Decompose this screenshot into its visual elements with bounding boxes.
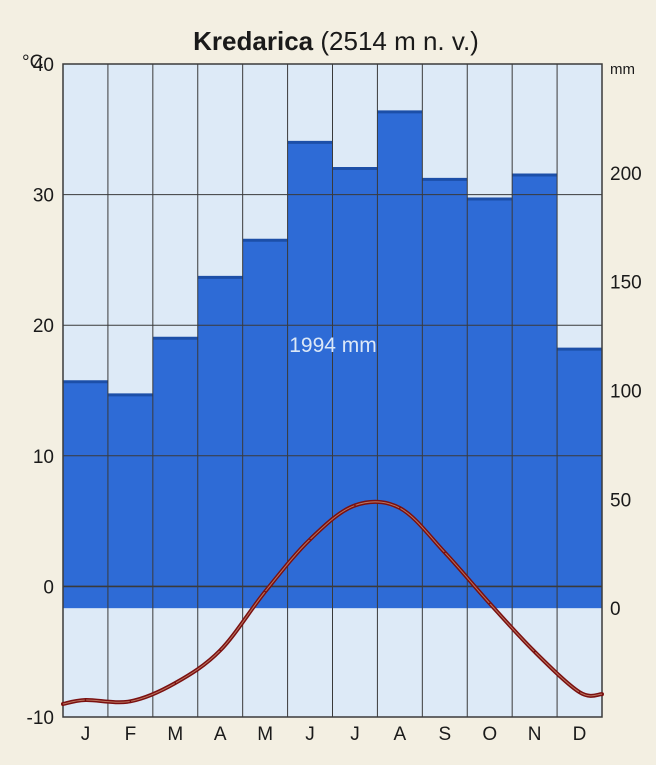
precip-bar-3	[152, 338, 198, 609]
left-axis-ticks: -10 0 10 20 30 40	[27, 55, 54, 729]
precip-bar-12	[557, 349, 602, 609]
month-label-6: J	[305, 724, 315, 745]
temperature-line-group	[61, 499, 604, 707]
right-tick-label: 100	[610, 382, 642, 403]
right-axis-ticks: 0 50 100 150 200	[610, 164, 642, 620]
right-tick-label: 50	[610, 490, 631, 511]
chart-title-rest	[313, 26, 320, 56]
temperature-point-11	[533, 650, 536, 653]
left-tick-label: 0	[43, 577, 54, 598]
left-tick-label: 40	[33, 55, 54, 76]
month-label-11: N	[528, 724, 542, 745]
month-label-4: A	[214, 724, 227, 745]
plot-frame	[62, 63, 603, 718]
precip-bar-1	[63, 381, 108, 609]
month-label-3: M	[167, 724, 183, 745]
month-label-7: J	[350, 724, 360, 745]
temperature-point-5	[264, 590, 266, 593]
right-tick-label: 0	[610, 599, 621, 620]
month-label-1: J	[81, 724, 91, 745]
temperature-point-7	[354, 504, 356, 507]
chart-title-elevation: (2514 m n. v.)	[320, 26, 478, 56]
precip-bar-11	[512, 175, 558, 609]
right-axis-unit: mm	[610, 61, 635, 78]
left-tick-label: 20	[33, 316, 54, 337]
temperature-point-8	[399, 507, 401, 509]
temperature-point-6	[309, 538, 311, 541]
grid-lines	[62, 63, 603, 718]
precip-bar-9	[422, 179, 468, 609]
left-axis-unit: °C	[22, 52, 43, 73]
precip-bar-7	[332, 168, 378, 609]
left-tick-label: 10	[33, 447, 54, 468]
month-label-10: O	[482, 724, 497, 745]
right-tick-label: 150	[610, 273, 642, 294]
precip-bar-2	[107, 394, 153, 609]
right-tick-label: 200	[610, 164, 642, 185]
temperature-point-4	[219, 649, 222, 652]
month-label-5: M	[257, 724, 273, 745]
chart-title-bold: Kredarica	[193, 26, 313, 56]
precip-bar-6	[287, 142, 333, 609]
temperature-point-10	[488, 602, 491, 605]
month-label-9: S	[438, 724, 451, 745]
temperature-point-9	[443, 551, 446, 554]
precip-bar-10	[467, 198, 513, 609]
temperature-point-12	[578, 691, 581, 693]
temperature-point-1	[84, 699, 87, 701]
precip-bar-4	[197, 277, 243, 609]
temperature-point-2	[129, 700, 132, 703]
annual-total-label: 1994 mm	[289, 334, 377, 357]
precip-bar-8	[377, 111, 423, 609]
month-label-12: D	[573, 724, 587, 745]
month-label-2: F	[125, 724, 137, 745]
left-tick-label: -10	[27, 708, 54, 729]
left-tick-label: 30	[33, 186, 54, 207]
temperature-line-highlight	[62, 501, 603, 705]
temperature-point-3	[174, 682, 177, 684]
chart-title: Kredarica (2514 m n. v.)	[193, 26, 479, 56]
month-label-8: A	[394, 724, 407, 745]
precip-bar-5	[242, 240, 288, 609]
